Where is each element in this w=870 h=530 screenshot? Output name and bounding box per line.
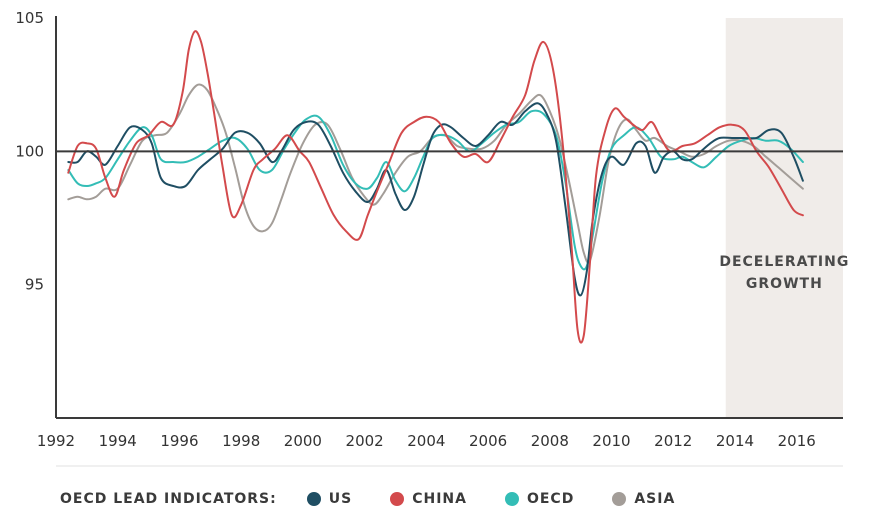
x-tick-label: 2010 [592, 432, 630, 450]
x-tick-label: 2008 [531, 432, 569, 450]
legend-item-us: US [306, 491, 353, 507]
x-tick-label: 1998 [222, 432, 260, 450]
series-line-us [67, 102, 804, 297]
x-tick-label: 2012 [654, 432, 692, 450]
legend-label-asia: ASIA [634, 491, 676, 507]
x-tick-label: 2014 [716, 432, 754, 450]
shaded-region-label-line-2: GROWTH [746, 276, 823, 292]
x-tick-label: 2002 [346, 432, 384, 450]
legend-label-us: US [328, 491, 353, 507]
legend-swatch-asia [612, 492, 627, 506]
y-axis-ticks: 105 100 95 [15, 9, 44, 294]
legend-swatch-oecd [504, 492, 519, 506]
legend-swatch-china [390, 492, 405, 506]
legend-title: OECD LEAD INDICATORS: [60, 491, 277, 507]
x-tick-label: 1992 [37, 432, 75, 450]
legend-swatch-us [306, 492, 321, 506]
legend: OECD LEAD INDICATORS: US CHINA OECD ASIA [60, 487, 713, 511]
y-tick-label: 95 [25, 276, 44, 294]
shaded-region [725, 18, 843, 418]
legend-item-oecd: OECD [504, 491, 575, 507]
x-tick-label: 1996 [160, 432, 198, 450]
series-lines [67, 30, 804, 344]
x-tick-label: 1994 [99, 432, 137, 450]
legend-item-china: CHINA [390, 491, 467, 507]
x-tick-label: 2016 [778, 432, 816, 450]
shaded-region-label-line-1: DECELERATING [719, 254, 849, 270]
x-tick-label: 2004 [407, 432, 445, 450]
legend-label-china: CHINA [412, 491, 467, 507]
x-tick-label: 2000 [284, 432, 322, 450]
series-line-china [67, 30, 804, 344]
legend-label-oecd: OECD [526, 491, 575, 507]
y-tick-label: 100 [15, 142, 44, 160]
x-tick-label: 2006 [469, 432, 507, 450]
x-axis-ticks: 1992 1994 1996 1998 2000 2002 2004 2006 2008 2010… [37, 432, 816, 450]
series-line-oecd [67, 109, 804, 271]
y-tick-label: 105 [15, 9, 44, 27]
legend-item-asia: ASIA [612, 491, 675, 507]
